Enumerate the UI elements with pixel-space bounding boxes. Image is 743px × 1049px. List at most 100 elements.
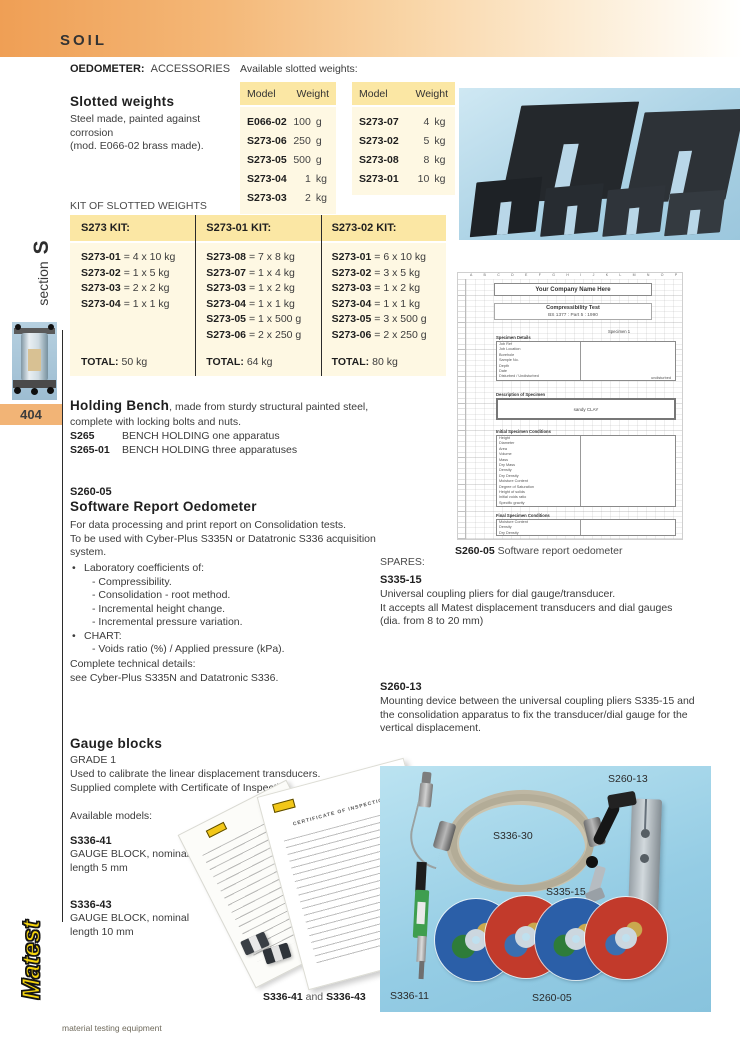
slotted-weights-title: Slotted weights xyxy=(70,94,175,109)
weight-plate xyxy=(602,185,666,237)
transducer-tip xyxy=(418,960,425,980)
cd-disc xyxy=(585,897,667,979)
cd-hole xyxy=(472,936,480,944)
cell-sample xyxy=(28,349,41,371)
bullet-line: • CHART: xyxy=(72,629,122,642)
spare-body: Mounting device between the universal co… xyxy=(380,695,695,734)
category-heading: OEDOMETER: ACCESSORIES xyxy=(70,63,230,75)
plate-slot xyxy=(687,209,701,235)
spare-code: S260-13 xyxy=(380,681,422,693)
product-row: S265 BENCH HOLDING one apparatus xyxy=(70,430,280,442)
bullet-icon: • xyxy=(72,562,76,574)
section-tab: section S xyxy=(30,221,58,325)
software-body: For data processing and print report on … xyxy=(70,519,376,558)
matest-chip-icon xyxy=(205,821,228,838)
model-code: S336-43 xyxy=(70,899,112,911)
kit-total: TOTAL: 80 kg xyxy=(331,356,398,368)
kit-item: S273-04 = 1 x 1 kg xyxy=(331,297,421,310)
transducer-stem xyxy=(416,935,427,963)
spares-label: SPARES: xyxy=(380,556,425,568)
kit-body: S273-01 = 4 x 10 kg S273-02 = 1 x 5 kg S27… xyxy=(70,243,446,376)
sheet-details-box: Job Ref Job Location Borehole Sample No.… xyxy=(496,341,676,381)
cell-knob xyxy=(15,324,21,330)
sheet-test-box: Compressibility Test BS 1377 : Part 5 : … xyxy=(494,303,652,320)
kit-item: S273-04 = 1 x 1 kg xyxy=(81,297,170,310)
available-weights-label: Available slotted weights: xyxy=(240,63,358,75)
photo-label-pliers: S335-15 xyxy=(546,886,586,898)
mounting-slot xyxy=(644,798,648,830)
software-title: Software Report Oedometer xyxy=(70,499,257,514)
kit-item: S273-03 = 1 x 2 kg xyxy=(206,282,295,294)
sheet-row-numbers xyxy=(458,279,466,539)
kit-item: S273-01 = 6 x 10 kg xyxy=(331,251,426,263)
cell-base xyxy=(13,380,56,388)
cd-hole xyxy=(622,934,630,942)
product-row: S265-01 BENCH HOLDING three apparatuses xyxy=(70,444,298,456)
section-letter: S xyxy=(30,240,53,255)
kit-label: KIT OF SLOTTED WEIGHTS xyxy=(70,200,207,212)
cell-knob xyxy=(47,387,54,394)
photo-label-cable: S336-30 xyxy=(493,830,533,842)
sheet-description-box: sandy CLAY xyxy=(496,398,676,420)
gauge-grade: GRADE 1 xyxy=(70,754,117,766)
table-body: E066-02 100 g S273-06 250 g S273-05 500 g S273… xyxy=(240,107,336,214)
spare-code: S335-15 xyxy=(380,574,422,586)
kit-item: S273-03 = 1 x 2 kg xyxy=(331,282,421,294)
col-model: Model xyxy=(359,87,388,100)
table-row: E066-02 100 g xyxy=(247,115,322,128)
kit-separator xyxy=(195,215,196,376)
category-heading-rest: ACCESSORIES xyxy=(150,63,231,75)
sheet-section-title: Specimen Details xyxy=(496,335,531,340)
transducer-neck xyxy=(415,861,427,893)
model-desc: GAUGE BLOCK, nominal length 5 mm xyxy=(70,848,190,874)
section-word: section xyxy=(35,261,51,306)
sheet-details-labels: Job Ref Job Location Borehole Sample No.… xyxy=(497,342,581,380)
kit-item: S273-06 = 2 x 250 g xyxy=(206,328,302,341)
photo-label-transducer: S336-11 xyxy=(390,990,429,1002)
transducer-body xyxy=(412,889,430,939)
sheet-standard: BS 1377 : Part 5 : 1990 xyxy=(548,313,598,318)
transducer-label xyxy=(416,901,426,925)
page-title: SOIL xyxy=(60,32,108,49)
sheet-final-labels: Moisture Content Density Dry Density xyxy=(497,520,581,535)
sheet-column-letters: A B C D E F G H I J K L M N O P Q R S T … xyxy=(470,273,682,277)
plate-slot xyxy=(564,205,578,235)
model-desc: GAUGE BLOCK, nominal length 10 mm xyxy=(70,912,190,938)
vertical-rule xyxy=(62,330,63,922)
bullet-subline: - Voids ratio (%) / Applied pressure (kP… xyxy=(92,643,285,655)
sheet-section-title: Description of Specimen xyxy=(496,392,546,397)
kit-total: TOTAL: 50 kg xyxy=(81,356,148,368)
sheet-details-value: undisturbed xyxy=(651,376,671,380)
software-footer: Complete technical details: see Cyber-Pl… xyxy=(70,658,279,684)
table-header: Model Weight xyxy=(240,82,336,105)
page-number-band: 404 xyxy=(0,404,62,425)
cell-knob xyxy=(31,388,38,395)
spare-body: Universal coupling pliers for dial gauge… xyxy=(380,588,673,627)
table-row: S273-08 8 kg xyxy=(359,153,446,166)
kit-item: S273-02 = 3 x 5 kg xyxy=(331,266,421,279)
kit-item: S273-03 = 2 x 2 kg xyxy=(81,282,170,294)
holding-bench-title: Holding Bench xyxy=(70,398,170,413)
plate-slot xyxy=(496,201,512,235)
model-code: S336-41 xyxy=(70,835,112,847)
bullet-subline: - Incremental height change. xyxy=(92,602,226,615)
sheet-test-title: Compressibility Test xyxy=(546,305,600,311)
kit-item: S273-02 = 1 x 5 kg xyxy=(81,266,170,279)
plate-slot xyxy=(626,207,640,235)
table-body: S273-07 4 kg S273-02 5 kg S273-08 8 kg S273-01… xyxy=(352,107,455,195)
sheet-initial-box: Height Diameter Area Volume Mass Dry Mas… xyxy=(496,435,676,507)
cell-top-plate xyxy=(14,328,55,334)
kit-item: S273-04 = 1 x 1 kg xyxy=(206,297,295,310)
bullet-line: • Laboratory coefficients of: xyxy=(72,562,205,574)
footer-tagline: material testing equipment xyxy=(62,1023,162,1033)
table-row: S273-02 5 kg xyxy=(359,134,446,147)
mounting-hole xyxy=(640,828,651,839)
matest-logo-text: Matest xyxy=(17,920,46,1000)
weights-table-2: Model Weight S273-07 4 kg S273-02 5 kg S273-… xyxy=(352,82,455,195)
transducer-cable xyxy=(403,800,451,870)
sheet-final-box: Moisture Content Density Dry Density xyxy=(496,519,676,536)
slotted-weights-description: Steel made, painted against corrosion (m… xyxy=(70,113,204,152)
kit-item: S273-05 = 1 x 500 g xyxy=(206,313,302,325)
bullet-icon: • xyxy=(72,629,76,642)
